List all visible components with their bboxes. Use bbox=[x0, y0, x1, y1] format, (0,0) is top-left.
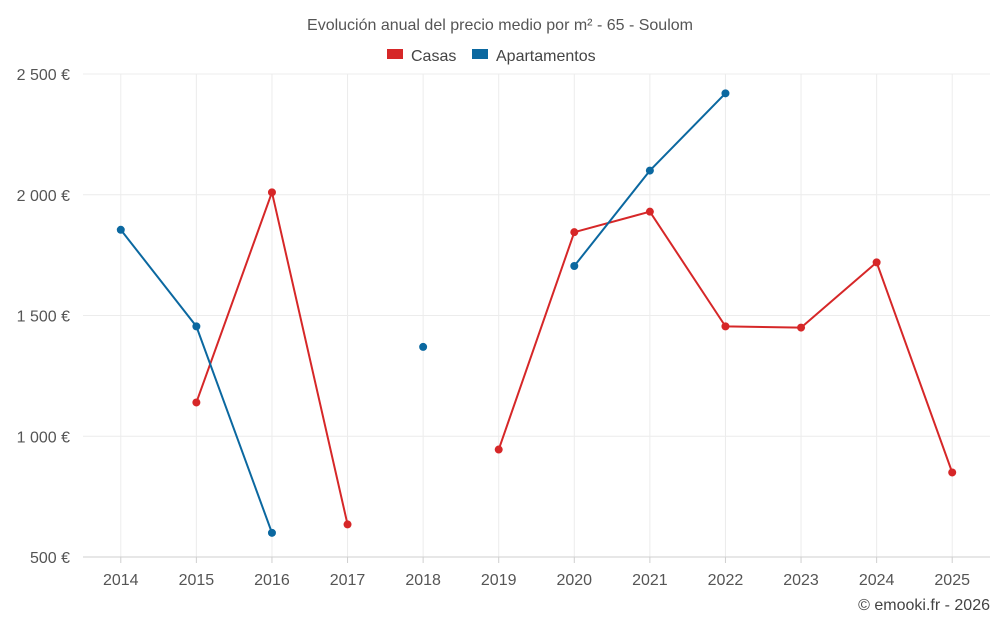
data-point-casas-2017[interactable] bbox=[343, 520, 352, 529]
x-tick-label: 2025 bbox=[934, 572, 970, 589]
data-point-casas-2024[interactable] bbox=[872, 258, 881, 267]
data-point-casas-2022[interactable] bbox=[721, 322, 730, 331]
data-point-apartamentos-2015[interactable] bbox=[192, 322, 201, 331]
x-tick-label: 2015 bbox=[179, 572, 215, 589]
y-tick-label: 500 € bbox=[30, 550, 70, 567]
x-tick-label: 2018 bbox=[405, 572, 441, 589]
legend-label-apartamentos: Apartamentos bbox=[496, 48, 596, 65]
x-tick-label: 2021 bbox=[632, 572, 668, 589]
x-tick-label: 2014 bbox=[103, 572, 139, 589]
data-point-apartamentos-2016[interactable] bbox=[267, 528, 276, 537]
legend-item-apartamentos[interactable]: Apartamentos bbox=[472, 48, 596, 65]
data-point-apartamentos-2018[interactable] bbox=[419, 342, 428, 351]
data-point-casas-2019[interactable] bbox=[494, 445, 503, 454]
x-tick-label: 2022 bbox=[708, 572, 744, 589]
data-point-casas-2025[interactable] bbox=[948, 468, 957, 477]
x-tick-label: 2020 bbox=[556, 572, 592, 589]
x-tick-label: 2017 bbox=[330, 572, 366, 589]
data-point-apartamentos-2021[interactable] bbox=[645, 166, 654, 175]
legend-swatch-casas bbox=[387, 49, 403, 59]
series-casas bbox=[192, 188, 957, 529]
x-tick-label: 2019 bbox=[481, 572, 517, 589]
grid bbox=[83, 73, 990, 558]
x-tick-label: 2024 bbox=[859, 572, 895, 589]
y-tick-label: 1 000 € bbox=[17, 429, 70, 446]
data-point-casas-2015[interactable] bbox=[192, 398, 201, 407]
series-apartamentos bbox=[116, 89, 730, 537]
series bbox=[116, 89, 957, 537]
legend-swatch-apartamentos bbox=[472, 49, 488, 59]
data-point-apartamentos-2020[interactable] bbox=[570, 261, 579, 270]
data-point-casas-2020[interactable] bbox=[570, 228, 579, 237]
x-tick-label: 2016 bbox=[254, 572, 290, 589]
legend: Casas Apartamentos bbox=[387, 48, 596, 65]
x-tick-label: 2023 bbox=[783, 572, 819, 589]
legend-label-casas: Casas bbox=[411, 48, 456, 65]
y-tick-label: 1 500 € bbox=[17, 309, 70, 326]
y-tick-label: 2 500 € bbox=[17, 67, 70, 84]
data-point-casas-2023[interactable] bbox=[797, 323, 806, 332]
data-point-apartamentos-2014[interactable] bbox=[116, 225, 125, 234]
data-point-casas-2021[interactable] bbox=[645, 207, 654, 216]
chart-title: Evolución anual del precio medio por m² … bbox=[307, 17, 693, 34]
credit-text: © emooki.fr - 2026 bbox=[858, 597, 990, 614]
legend-item-casas[interactable]: Casas bbox=[387, 48, 456, 65]
data-point-apartamentos-2022[interactable] bbox=[721, 89, 730, 98]
y-tick-label: 2 000 € bbox=[17, 188, 70, 205]
axes: 500 € 1 000 € 1 500 € 2 000 € 2 500 € 2014 201… bbox=[17, 67, 990, 589]
data-point-casas-2016[interactable] bbox=[267, 188, 276, 197]
